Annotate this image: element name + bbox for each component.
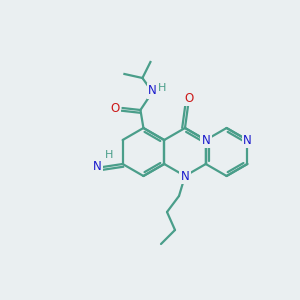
Text: N: N bbox=[181, 169, 189, 182]
Text: N: N bbox=[148, 85, 157, 98]
Text: H: H bbox=[104, 150, 113, 160]
Text: N: N bbox=[243, 134, 252, 146]
Text: O: O bbox=[111, 101, 120, 115]
Text: H: H bbox=[158, 83, 166, 93]
Text: N: N bbox=[93, 160, 102, 172]
Text: N: N bbox=[201, 134, 210, 146]
Text: O: O bbox=[184, 92, 194, 104]
